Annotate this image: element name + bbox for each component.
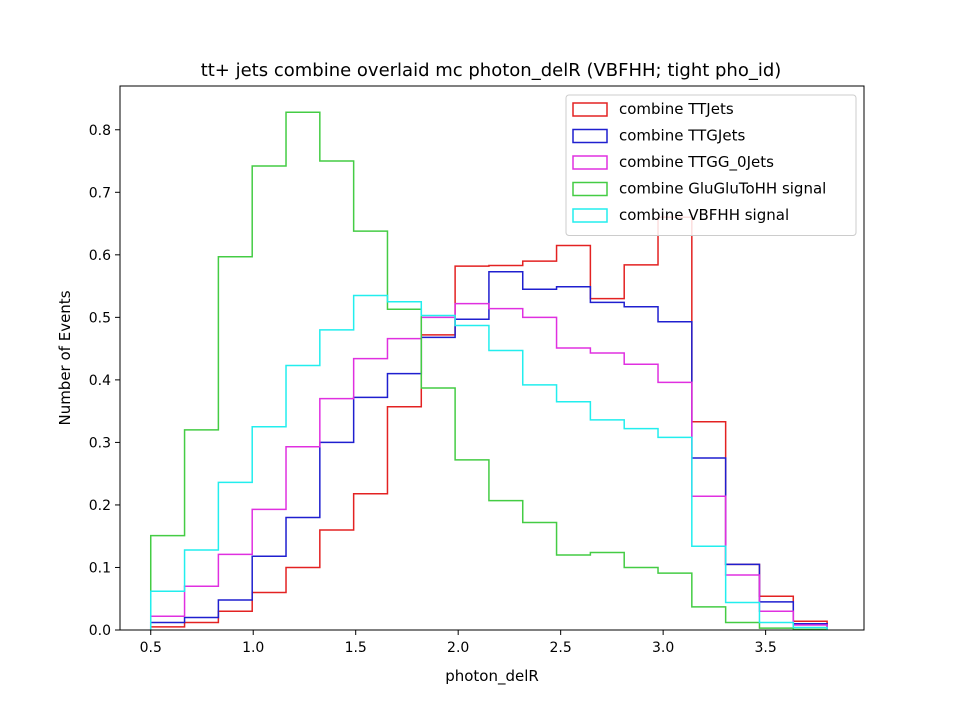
series-line-2 <box>149 302 828 630</box>
series-line-3 <box>149 111 828 631</box>
x-tick-label: 3.0 <box>652 640 674 656</box>
y-axis-label: Number of Events <box>56 290 74 425</box>
legend-swatch-0 <box>572 102 608 117</box>
legend: combine TTJets combine TTGJets combine TTG… <box>565 94 857 236</box>
y-tick-label: 0.6 <box>89 248 111 264</box>
legend-swatch-1 <box>572 128 608 144</box>
legend-entry-4: combine VBFHH signal <box>619 206 789 224</box>
y-tick-label: 0.2 <box>89 498 111 514</box>
x-tick-label: 3.5 <box>754 640 776 656</box>
y-tick-label: 0.0 <box>89 623 111 639</box>
x-tick-label: 1.5 <box>345 640 367 656</box>
chart-title: tt+ jets combine overlaid mc photon_delR… <box>201 60 782 81</box>
y-tick-label: 0.7 <box>89 185 111 201</box>
series-line-4 <box>149 294 828 630</box>
x-tick-label: 2.5 <box>550 640 572 656</box>
x-tick-label: 2.0 <box>447 640 469 656</box>
legend-entry-3: combine GluGluToHH signal <box>619 180 826 198</box>
y-tick-label: 0.8 <box>89 123 111 139</box>
legend-swatch-4 <box>572 208 608 223</box>
y-tick-label: 0.1 <box>89 560 111 576</box>
x-axis-label: photon_delR <box>445 667 539 686</box>
y-tick-label: 0.4 <box>89 373 111 389</box>
y-axis: 0.0 0.1 0.2 0.3 0.4 0.5 0.6 0.7 0.8 <box>89 123 120 639</box>
legend-entry-0: combine TTJets <box>619 100 734 118</box>
x-tick-label: 0.5 <box>140 640 162 656</box>
y-tick-label: 0.5 <box>89 310 111 326</box>
legend-swatch-3 <box>572 181 608 197</box>
series-line-1 <box>149 270 828 630</box>
x-tick-label: 1.0 <box>242 640 264 656</box>
legend-entry-1: combine TTGJets <box>619 127 745 145</box>
plot-area <box>149 111 828 631</box>
y-tick-label: 0.3 <box>89 435 111 451</box>
axes-frame <box>119 85 865 631</box>
legend-swatch-2 <box>572 155 608 170</box>
x-axis: 0.5 1.0 1.5 2.0 2.5 3.0 3.5 <box>140 630 777 656</box>
legend-entry-2: combine TTGG_0Jets <box>619 153 774 172</box>
legend-box <box>565 94 857 236</box>
